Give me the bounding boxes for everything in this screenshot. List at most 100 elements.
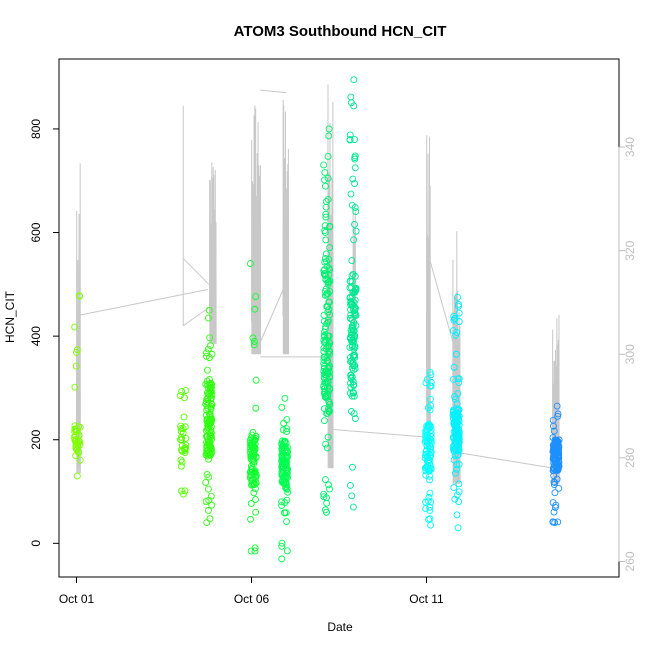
data-point <box>71 323 79 331</box>
data-point <box>283 425 291 433</box>
data-point <box>324 433 332 441</box>
data-point <box>323 258 330 265</box>
data-point <box>202 449 210 457</box>
data-point <box>207 388 215 396</box>
data-point <box>451 314 459 322</box>
data-point <box>427 371 435 379</box>
data-point <box>348 463 356 471</box>
data-point <box>321 269 328 277</box>
data-point <box>349 503 357 511</box>
data-point <box>325 364 333 372</box>
x-tick-label: Oct 11 <box>409 592 444 606</box>
data-point <box>322 203 330 211</box>
data-point <box>550 427 558 435</box>
chart-title: ATOM3 Southbound HCN_CIT <box>234 23 447 40</box>
data-point <box>322 339 330 346</box>
data-point <box>348 373 356 381</box>
data-point <box>324 279 332 286</box>
data-point <box>426 406 434 414</box>
data-point <box>549 466 557 474</box>
data-point <box>278 441 286 449</box>
data-point <box>204 314 212 322</box>
data-point <box>321 229 329 236</box>
data-point <box>325 264 333 272</box>
data-point <box>455 412 463 420</box>
data-point <box>282 457 290 465</box>
y2-tick-label: 320 <box>623 240 637 260</box>
data-point <box>451 393 459 400</box>
data-point <box>426 503 434 511</box>
data-point <box>247 500 255 507</box>
data-point <box>321 222 329 230</box>
data-point <box>321 182 329 190</box>
data-point <box>451 411 459 419</box>
data-point <box>252 293 260 301</box>
data-point <box>346 344 354 351</box>
data-point <box>550 472 558 480</box>
data-point <box>549 416 557 424</box>
data-point <box>176 392 184 400</box>
data-point <box>424 497 432 505</box>
data-point <box>322 371 329 379</box>
data-point <box>351 309 359 317</box>
data-point <box>204 394 212 402</box>
data-point <box>346 314 354 322</box>
data-point <box>455 300 462 308</box>
data-point <box>322 368 330 375</box>
data-point <box>346 481 354 489</box>
series-line-segment <box>426 247 457 355</box>
data-point <box>426 476 433 484</box>
data-point <box>250 489 258 497</box>
data-point <box>549 499 557 507</box>
data-point <box>322 236 330 244</box>
y-tick-label: 800 <box>29 119 43 139</box>
data-point <box>351 155 359 163</box>
x-axis-label: Date <box>327 620 353 634</box>
data-point <box>208 383 215 391</box>
data-point <box>554 412 562 420</box>
data-point <box>76 292 84 300</box>
data-point <box>203 470 211 478</box>
data-point <box>208 380 216 388</box>
data-point <box>251 305 259 313</box>
data-point <box>555 484 563 492</box>
data-point <box>321 168 329 176</box>
data-point <box>177 436 184 444</box>
data-point <box>552 437 560 445</box>
data-point <box>203 366 211 374</box>
data-point <box>325 348 333 356</box>
data-point <box>324 390 332 398</box>
data-point <box>250 448 258 456</box>
data-point <box>455 438 463 446</box>
data-point <box>279 449 287 457</box>
data-point <box>279 471 286 479</box>
point-series <box>70 76 563 563</box>
data-point <box>325 338 333 346</box>
data-point <box>349 270 357 278</box>
data-point <box>325 481 332 489</box>
data-point <box>454 446 462 454</box>
data-point <box>551 489 559 497</box>
data-point <box>423 450 430 458</box>
data-point <box>278 498 286 506</box>
series-line-segment <box>182 258 210 285</box>
data-point <box>204 507 212 514</box>
data-point <box>453 400 461 407</box>
data-point <box>455 480 463 488</box>
data-point <box>283 518 290 526</box>
data-point <box>346 335 354 343</box>
data-point <box>347 311 355 319</box>
y2-tick-label: 300 <box>623 344 637 364</box>
data-point <box>249 452 257 460</box>
data-point <box>203 377 211 385</box>
data-point <box>250 480 258 488</box>
data-point <box>208 501 216 509</box>
data-point <box>326 384 334 392</box>
data-point <box>322 213 330 221</box>
data-point <box>73 346 81 354</box>
y-tick-label: 600 <box>29 222 43 242</box>
data-point <box>424 464 431 472</box>
data-point <box>350 318 358 326</box>
data-point <box>450 363 458 371</box>
